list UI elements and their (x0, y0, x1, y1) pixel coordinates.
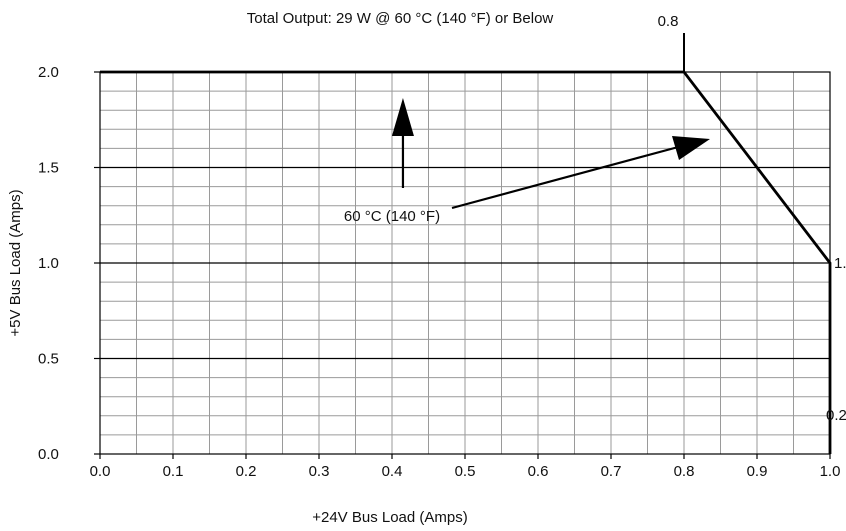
top-value-label: 0.8 (658, 13, 679, 30)
series-group (100, 70, 832, 454)
y-tick-label: 0.5 (38, 351, 59, 368)
x-tick-label: 0.3 (309, 463, 330, 480)
curve-label: 60 °C (140 °F) (344, 208, 440, 225)
x-axis-label: +24V Bus Load (Amps) (312, 509, 468, 526)
x-tick-label: 0.6 (528, 463, 549, 480)
x-tick-label: 0.8 (674, 463, 695, 480)
grid-major-lines (100, 166, 830, 360)
right-value-upper-label: 1.0 (834, 255, 846, 272)
x-tick-label: 0.0 (90, 463, 111, 480)
up-arrow-head (391, 98, 414, 136)
series-line (100, 70, 832, 454)
y-tick-label: 2.0 (38, 64, 59, 81)
x-tick-label: 0.7 (601, 463, 622, 480)
x-tick-label: 1.0 (820, 463, 841, 480)
x-axis-ticks: 0.0 0.1 0.2 0.3 0.4 0.5 0.6 0.7 0.8 0.9 1.0 (90, 454, 841, 480)
diagonal-arrow-shaft (451, 144, 683, 210)
x-tick-label: 0.4 (382, 463, 403, 480)
x-tick-label: 0.2 (236, 463, 257, 480)
y-axis-label: +5V Bus Load (Amps) (7, 189, 24, 336)
chart-title: Total Output: 29 W @ 60 °C (140 °F) or B… (247, 10, 554, 27)
x-tick-label: 0.1 (163, 463, 184, 480)
y-tick-label: 0.0 (38, 446, 59, 463)
y-tick-label: 1.0 (38, 255, 59, 272)
y-axis-ticks: 0.0 0.5 1.0 1.5 2.0 (38, 64, 100, 463)
x-tick-label: 0.5 (455, 463, 476, 480)
annotations-group: 0.8 1.0 0.2 60 °C (140 °F) (344, 13, 846, 424)
y-tick-label: 1.5 (38, 160, 59, 177)
x-tick-label: 0.9 (747, 463, 768, 480)
right-value-lower-label: 0.2 (826, 407, 846, 424)
diagonal-arrow-head (672, 136, 710, 160)
